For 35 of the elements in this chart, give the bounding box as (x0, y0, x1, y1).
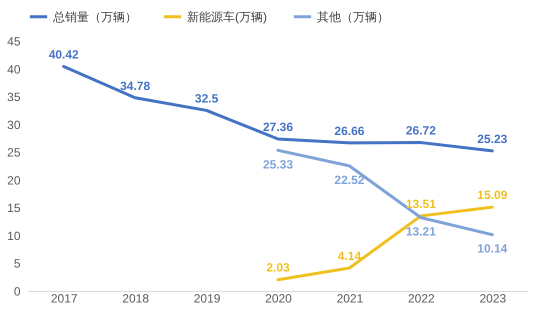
data-label: 15.09 (477, 188, 508, 202)
legend-label: 总销量（万辆） (52, 10, 137, 24)
y-tick-label: 30 (7, 118, 21, 132)
x-tick-label: 2017 (50, 292, 78, 306)
x-tick-label: 2023 (479, 292, 506, 306)
y-tick-label: 15 (7, 201, 21, 216)
data-label: 27.36 (262, 120, 294, 134)
data-label: 13.51 (406, 196, 436, 211)
data-label: 26.66 (334, 124, 365, 138)
x-tick-label: 2021 (336, 292, 364, 306)
x-tick-label: 2019 (194, 292, 221, 306)
y-tick-label: 25 (7, 146, 21, 160)
data-label: 2.03 (266, 260, 290, 275)
y-tick-label: 20 (7, 173, 21, 188)
data-label: 32.5 (194, 91, 219, 106)
legend-label: 新能源车(万辆) (187, 10, 267, 24)
x-tick-label: 2020 (265, 292, 292, 306)
legend-label: 其他（万辆） (317, 10, 389, 24)
data-label: 13.21 (406, 224, 436, 239)
y-tick-label: 35 (7, 90, 21, 104)
data-label: 26.72 (406, 124, 436, 138)
y-tick-label: 45 (7, 34, 21, 48)
data-label: 22.52 (334, 172, 365, 187)
y-tick-label: 5 (14, 256, 21, 271)
y-tick-label: 10 (7, 228, 21, 243)
x-tick-label: 2018 (122, 292, 150, 306)
y-tick-label: 40 (7, 62, 21, 76)
y-tick-label: 0 (14, 284, 21, 298)
data-label: 10.14 (477, 242, 508, 256)
data-label: 25.23 (477, 132, 508, 146)
data-label: 25.33 (262, 157, 294, 172)
x-tick-label: 2022 (408, 292, 436, 306)
data-label: 34.78 (120, 78, 150, 93)
data-label: 4.14 (338, 249, 362, 263)
data-label: 40.42 (48, 47, 80, 62)
